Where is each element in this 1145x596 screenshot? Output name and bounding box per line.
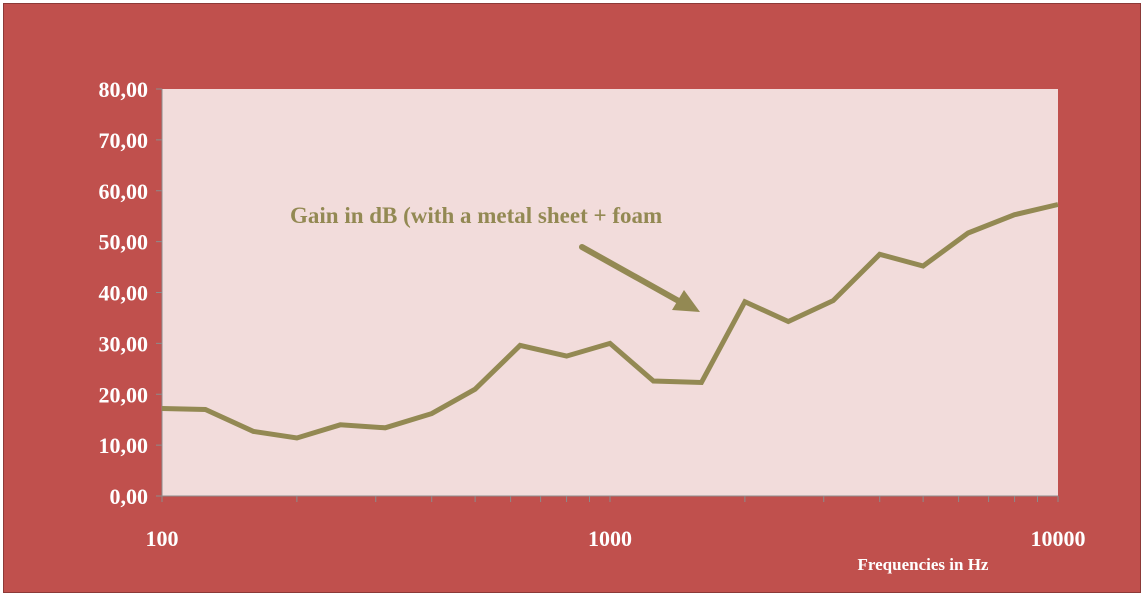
- y-tick-label: 50,00: [99, 230, 149, 255]
- x-tick-labels: 100 1000 10000: [146, 526, 1086, 551]
- annotation-arrow: [579, 244, 700, 312]
- x-tick-label: 1000: [588, 526, 632, 551]
- y-tick-label: 60,00: [99, 179, 149, 204]
- y-tick-labels: 0,00 10,00 20,00 30,00 40,00 50,00 60,00 70,00 8…: [99, 77, 149, 509]
- y-tick-label: 70,00: [99, 128, 149, 153]
- y-tick-label: 0,00: [110, 484, 149, 509]
- x-axis-title: Frequencies in Hz: [858, 555, 989, 574]
- y-tick-label: 20,00: [99, 382, 149, 407]
- y-tick-label: 10,00: [99, 433, 149, 458]
- x-tick-label: 10000: [1031, 526, 1086, 551]
- y-tick-label: 80,00: [99, 77, 149, 102]
- x-tick-label: 100: [146, 526, 179, 551]
- series-line: [161, 202, 1059, 441]
- annotation-text: Gain in dB (with a metal sheet + foam: [290, 203, 662, 228]
- arrow-head: [672, 290, 700, 312]
- y-tick-label: 30,00: [99, 331, 149, 356]
- arrow-shaft: [579, 244, 687, 307]
- plot-area: [162, 89, 1058, 496]
- y-tick-label: 40,00: [99, 281, 149, 306]
- axes: [156, 88, 1059, 502]
